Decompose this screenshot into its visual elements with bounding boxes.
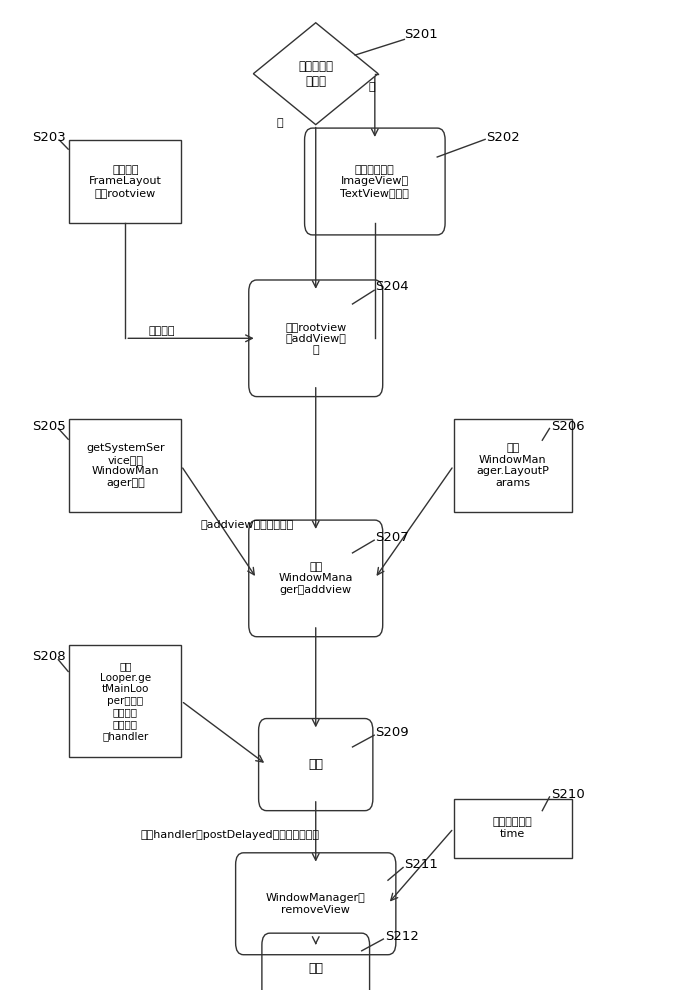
Text: 创建
WindowMan
ager.LayoutP
arams: 创建 WindowMan ager.LayoutP arams bbox=[476, 443, 549, 488]
Text: WindowManager的
removeView: WindowManager的 removeView bbox=[266, 893, 366, 915]
Bar bbox=[70, 419, 181, 512]
Text: S201: S201 bbox=[404, 28, 438, 41]
Text: S202: S202 bbox=[486, 131, 521, 144]
Text: 是: 是 bbox=[276, 118, 283, 128]
Text: 调用
WindowMana
ger的addview: 调用 WindowMana ger的addview bbox=[278, 562, 353, 595]
Text: 否: 否 bbox=[368, 82, 375, 92]
Text: S209: S209 bbox=[375, 726, 408, 739]
Bar bbox=[70, 645, 181, 757]
Text: S205: S205 bbox=[32, 420, 66, 433]
Bar bbox=[70, 140, 181, 223]
Text: S212: S212 bbox=[384, 930, 419, 943]
Text: 调用rootview
的addView方
法: 调用rootview 的addView方 法 bbox=[285, 322, 346, 355]
Text: S208: S208 bbox=[32, 650, 66, 663]
Bar bbox=[453, 799, 572, 858]
Text: S210: S210 bbox=[551, 788, 585, 800]
Text: 通过
Looper.ge
tMainLoo
per创建持
有主线程
消息队列
的handler: 通过 Looper.ge tMainLoo per创建持 有主线程 消息队列 的… bbox=[100, 661, 151, 741]
Text: S206: S206 bbox=[551, 420, 584, 433]
Text: 关闭: 关闭 bbox=[308, 962, 324, 975]
Text: getSystemSer
vice获取
WindowMan
ager对象: getSystemSer vice获取 WindowMan ager对象 bbox=[86, 443, 165, 488]
Text: 传入延迟参数
time: 传入延迟参数 time bbox=[493, 818, 533, 839]
Text: 创建一个
FrameLayout
对象rootview: 创建一个 FrameLayout 对象rootview bbox=[89, 165, 161, 198]
Text: S211: S211 bbox=[404, 858, 438, 871]
Text: S207: S207 bbox=[375, 531, 408, 544]
Text: 将addview发送到主线程: 将addview发送到主线程 bbox=[200, 520, 293, 530]
Text: 设置动画: 设置动画 bbox=[148, 326, 174, 336]
Text: S204: S204 bbox=[375, 280, 408, 293]
Text: 通过handler的postDelayed的函数延迟执行: 通过handler的postDelayed的函数延迟执行 bbox=[141, 830, 320, 840]
Bar bbox=[453, 419, 572, 512]
Text: S203: S203 bbox=[32, 131, 66, 144]
Text: 创建一个包含
ImageView和
TextView的布局: 创建一个包含 ImageView和 TextView的布局 bbox=[341, 165, 409, 198]
Text: 是否有自定
义布局: 是否有自定 义布局 bbox=[298, 60, 333, 88]
Text: 运行: 运行 bbox=[308, 758, 324, 771]
